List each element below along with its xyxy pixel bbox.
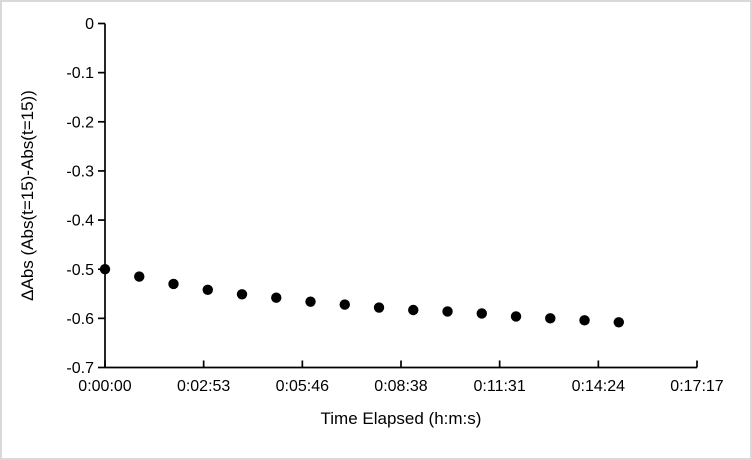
y-axis-tick-labels: 0 -0.1 -0.2 -0.3 -0.4 -0.5 -0.6 -0.7 [66,16,94,377]
y-tick-label: 0 [85,16,94,33]
y-tick-label: -0.5 [66,262,94,279]
data-point [476,308,487,319]
x-tick-label: 0:05:46 [276,378,329,395]
data-point [545,313,556,324]
y-tick-label: -0.2 [66,114,94,131]
data-point [373,302,385,313]
x-tick-label: 0:11:31 [474,378,526,395]
y-tick-label: -0.1 [66,65,94,82]
y-tick-label: -0.7 [66,360,94,377]
x-tick-label: 0:14:24 [572,378,625,395]
x-tick-label: 0:17:17 [670,378,723,395]
data-point [99,264,111,275]
data-points-series [99,264,624,328]
x-tick-label: 0:02:53 [177,378,230,395]
y-tick-label: -0.3 [66,164,94,181]
data-point [408,304,419,316]
data-point [271,292,282,303]
x-tick-label: 0:00:00 [78,378,131,395]
data-point [168,278,179,290]
y-tick-label: -0.4 [66,213,94,230]
x-axis-tick-labels: 0:00:00 0:02:53 0:05:46 0:08:38 0:11:31 0:14:… [78,378,723,395]
y-axis-title: ΔAbs (Abs(t=15)-Abs(t=15)) [18,90,37,301]
data-point [442,306,453,317]
data-point [339,299,350,310]
axes [104,23,697,369]
data-point [202,284,213,296]
x-axis-tick-marks [104,360,698,368]
x-tick-label: 0:08:38 [374,378,427,395]
data-point [579,315,590,326]
data-point [236,289,248,300]
data-point [305,296,316,307]
data-point [613,317,624,328]
y-tick-label: -0.6 [66,311,94,328]
data-point [510,311,522,322]
y-axis-tick-marks [98,22,105,369]
data-point [134,271,145,282]
x-axis-title: Time Elapsed (h:m:s) [321,409,482,428]
